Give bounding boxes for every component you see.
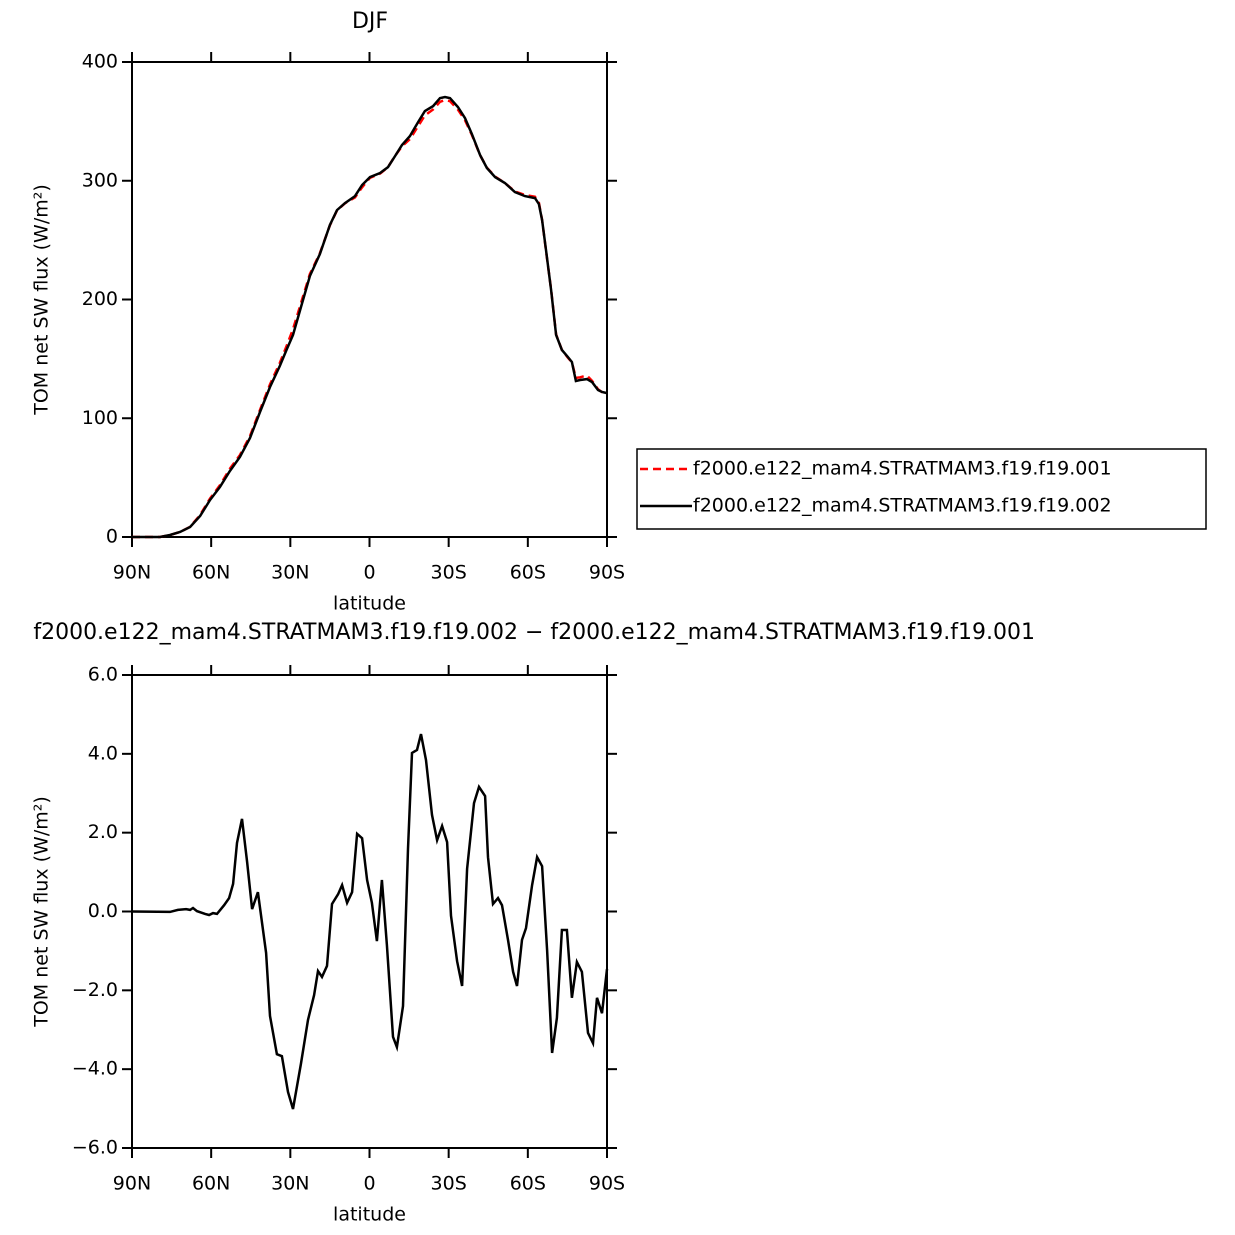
y-tick-label: 0: [106, 526, 118, 548]
y-tick-label: 200: [82, 288, 118, 310]
x-tick-label: 30N: [271, 562, 309, 584]
data-line: [131, 733, 609, 1110]
y-tick-label: 100: [82, 407, 118, 429]
y-tick-label: 0.0: [88, 900, 118, 922]
legend-label: f2000.e122_mam4.STRATMAM3.f19.f19.001: [693, 458, 1112, 480]
x-tick-label: 30S: [431, 1173, 467, 1195]
y-tick-label: 300: [82, 169, 118, 191]
y-tick-label: −6.0: [72, 1137, 118, 1159]
y-tick-label: 4.0: [88, 742, 118, 764]
data-line: [132, 95, 608, 539]
y-tick-label: 2.0: [88, 821, 118, 843]
data-line: [132, 98, 608, 539]
x-tick-label: 0: [363, 562, 375, 584]
x-tick-label: 30N: [271, 1173, 309, 1195]
x-tick-label: 60N: [192, 562, 230, 584]
x-tick-label: 60N: [192, 1173, 230, 1195]
x-tick-label: 90S: [589, 562, 625, 584]
x-axis-label: latitude: [333, 593, 406, 615]
x-tick-label: 90N: [113, 1173, 151, 1195]
legend-label: f2000.e122_mam4.STRATMAM3.f19.f19.002: [693, 495, 1112, 517]
x-axis-label: latitude: [333, 1204, 406, 1226]
y-tick-label: −4.0: [72, 1058, 118, 1080]
plot-frame: [131, 61, 608, 538]
chart-title: DJF: [352, 9, 388, 34]
x-tick-label: 30S: [431, 562, 467, 584]
y-axis-label: TOM net SW flux (W/m²): [31, 796, 53, 1028]
y-axis-label: TOM net SW flux (W/m²): [31, 184, 53, 416]
y-tick-label: 400: [82, 51, 118, 73]
x-tick-label: 0: [363, 1173, 375, 1195]
x-tick-label: 60S: [510, 1173, 546, 1195]
y-tick-label: 6.0: [88, 664, 118, 686]
chart-title: f2000.e122_mam4.STRATMAM3.f19.f19.002 − …: [33, 620, 1035, 645]
x-tick-label: 90S: [589, 1173, 625, 1195]
legend-box: [636, 448, 1207, 530]
x-tick-label: 60S: [510, 562, 546, 584]
y-tick-label: −2.0: [72, 979, 118, 1001]
x-tick-label: 90N: [113, 562, 151, 584]
plot-frame: [131, 674, 608, 1149]
